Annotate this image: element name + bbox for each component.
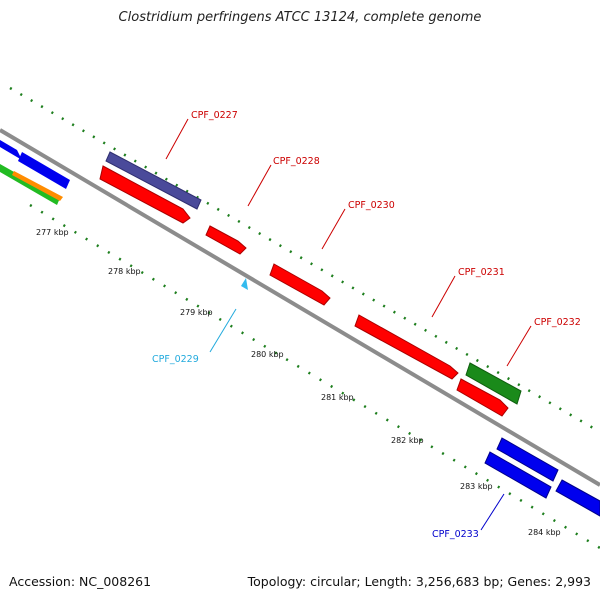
- gene-label-cpf-0227[interactable]: CPF_0227: [191, 110, 238, 121]
- gene-label-cpf-0231[interactable]: CPF_0231: [458, 267, 505, 278]
- feature-cds-0230[interactable]: [269, 263, 331, 306]
- feature-cds-0233[interactable]: [484, 451, 552, 499]
- feature-cds-0233-a[interactable]: [496, 437, 559, 482]
- feature-cds-0232[interactable]: [465, 362, 522, 405]
- genome-summary: Topology: circular; Length: 3,256,683 bp…: [247, 574, 591, 589]
- kbp-label-284: 284 kbp: [528, 528, 561, 537]
- feature-right-blue[interactable]: [555, 479, 600, 517]
- kbp-label-278: 278 kbp: [108, 267, 141, 276]
- label-leader-lines: [165, 118, 532, 531]
- gene-label-cpf-0233[interactable]: CPF_0233: [432, 529, 479, 540]
- feature-cds-0228[interactable]: [205, 225, 247, 255]
- feature-left-orange[interactable]: [12, 171, 63, 201]
- outer-tick-ring: [9, 86, 600, 434]
- accession-label: Accession: NC_008261: [9, 574, 152, 589]
- kbp-label-283: 283 kbp: [460, 482, 493, 491]
- feature-cds-0232-red[interactable]: [456, 378, 509, 417]
- gene-label-cpf-0230[interactable]: CPF_0230: [348, 200, 395, 211]
- kbp-label-281: 281 kbp: [321, 393, 354, 402]
- map-title: Clostridium perfringens ATCC 13124, comp…: [118, 10, 482, 25]
- feature-purple-cds[interactable]: [105, 151, 202, 210]
- gene-label-cpf-0232[interactable]: CPF_0232: [534, 317, 581, 328]
- genome-backbone: [0, 128, 600, 487]
- kbp-label-282: 282 kbp: [391, 436, 424, 445]
- gene-label-cpf-0228[interactable]: CPF_0228: [273, 156, 320, 167]
- feature-rna-0229[interactable]: [241, 278, 248, 290]
- kbp-label-279: 279 kbp: [180, 308, 213, 317]
- feature-cds-0231[interactable]: [354, 314, 459, 380]
- feature-left-blue-1[interactable]: [0, 140, 22, 160]
- feature-cds-0227[interactable]: [99, 165, 191, 224]
- inner-tick-ring: [29, 203, 600, 550]
- feature-left-blue-2[interactable]: [18, 152, 70, 189]
- kbp-label-277: 277 kbp: [36, 228, 69, 237]
- kbp-label-280: 280 kbp: [251, 350, 284, 359]
- gene-label-cpf-0229[interactable]: CPF_0229: [152, 354, 199, 365]
